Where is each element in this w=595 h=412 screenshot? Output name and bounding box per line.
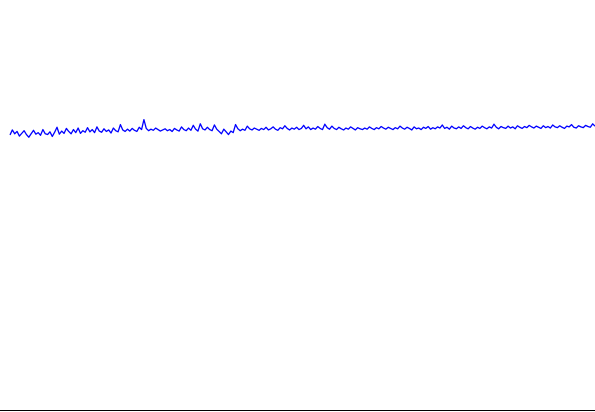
series-layer [9,118,595,138]
series-line-1 [9,118,595,138]
